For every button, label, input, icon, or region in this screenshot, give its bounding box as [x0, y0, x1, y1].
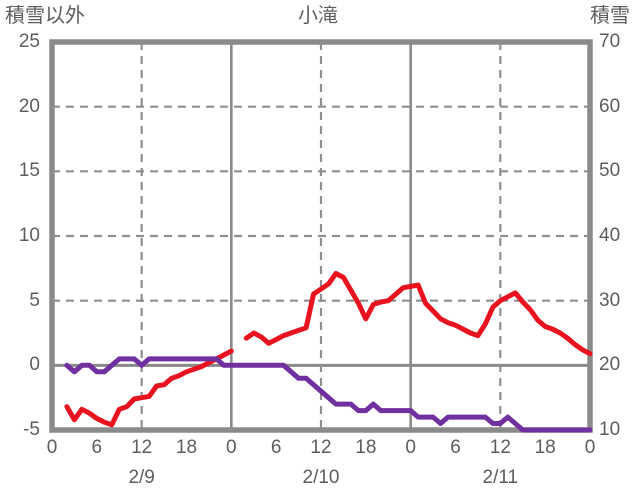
right-axis-tick: 40: [599, 225, 621, 246]
left-axis-tick: 10: [18, 225, 40, 246]
chart-title: 小滝: [298, 5, 338, 27]
series-line-right: [64, 356, 593, 433]
right-axis-tick: 50: [599, 160, 621, 182]
x-axis-hour-tick: 18: [355, 437, 377, 458]
series-line-left: [243, 271, 593, 357]
right-axis-tick: 60: [599, 95, 621, 117]
x-axis-date-label: 2/9: [128, 467, 155, 488]
x-axis-hour-tick: 0: [584, 437, 596, 458]
x-axis-hour-tick: 12: [489, 437, 511, 458]
left-axis-title: 積雪以外: [5, 5, 85, 27]
x-axis-hour-tick: 12: [131, 437, 153, 458]
x-axis-hour-tick: 12: [310, 437, 332, 458]
x-axis-hour-tick: 18: [534, 437, 556, 458]
right-axis-tick: 20: [599, 354, 621, 376]
x-axis-date-label: 2/10: [302, 467, 340, 488]
right-axis-tick: 10: [599, 419, 621, 440]
x-axis-hour-tick: 0: [226, 437, 237, 458]
x-axis-hour-tick: 6: [91, 437, 103, 458]
x-axis-hour-tick: 0: [46, 437, 58, 458]
x-axis-hour-tick: 18: [175, 437, 198, 458]
left-axis-tick: -5: [23, 419, 40, 440]
left-axis-tick: 25: [18, 31, 40, 52]
left-axis-tick: 0: [29, 354, 40, 376]
x-axis-hour-tick: 0: [405, 437, 416, 458]
right-axis-tick: 70: [599, 31, 621, 52]
left-axis-tick: 5: [29, 289, 40, 311]
x-axis-hour-tick: 6: [270, 437, 282, 458]
series-line-left: [64, 348, 234, 428]
left-axis-tick: 15: [18, 160, 40, 182]
x-axis-hour-tick: 6: [450, 437, 461, 458]
left-axis-tick: 20: [18, 95, 40, 117]
x-axis-date-label: 2/11: [482, 467, 519, 488]
right-axis-tick: 30: [599, 289, 621, 311]
right-axis-title: 積雪: [590, 5, 630, 27]
